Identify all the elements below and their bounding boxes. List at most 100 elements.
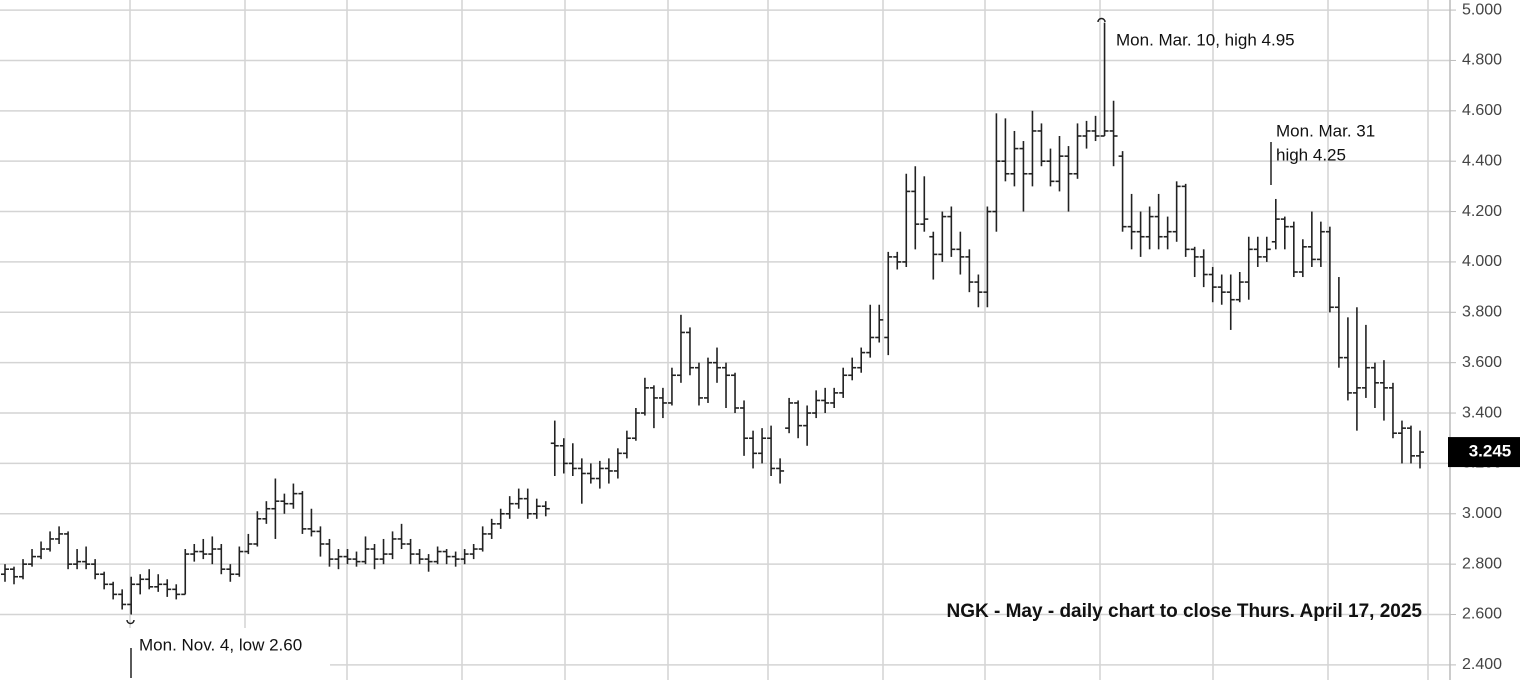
ohlc-bar: [496, 508, 505, 529]
ohlc-bar: [1001, 118, 1010, 182]
ohlc-bar: [1136, 211, 1145, 257]
ohlc-bar: [839, 367, 848, 398]
ohlc-bar: [505, 496, 514, 519]
ohlc-bar: [1379, 360, 1388, 421]
ohlc-bar: [929, 231, 938, 280]
ohlc-bar: [1181, 183, 1190, 257]
ohlc-bar: [1037, 123, 1046, 167]
y-tick-label: 4.800: [1462, 52, 1502, 69]
annotation: Mon. Mar. 10, high 4.95: [1116, 30, 1295, 49]
y-tick-label: 2.400: [1462, 656, 1502, 673]
ohlc-bar: [875, 304, 884, 343]
ohlc-bar: [622, 430, 631, 459]
ohlc-bar: [694, 362, 703, 406]
ohlc-bar: [1271, 198, 1280, 250]
ohlc-bar: [1298, 239, 1307, 278]
ohlc-bar: [749, 430, 758, 469]
ohlc-bar: [595, 460, 604, 489]
ohlc-bar: [361, 536, 370, 565]
ohlc-bar: [1100, 22, 1109, 137]
ohlc-bar: [541, 501, 550, 517]
ohlc-bar: [352, 551, 361, 567]
ohlc-bar: [1190, 246, 1199, 278]
ohlc-bar: [938, 211, 947, 262]
y-axis: 2.4002.6002.8003.0003.2003.4003.6003.800…: [1450, 1, 1502, 673]
ohlc-bar: [172, 584, 181, 600]
ohlc-bar: [830, 387, 839, 408]
ohlc-bar: [190, 544, 199, 562]
ohlc-bar: [1416, 430, 1424, 469]
y-tick-label: 3.800: [1462, 304, 1502, 321]
ohlc-bar: [794, 400, 803, 439]
ohlc-bar: [902, 173, 911, 267]
ohlc-bar: [523, 488, 532, 519]
y-tick-label: 3.400: [1462, 404, 1502, 421]
ohlc-bar: [1, 564, 9, 582]
ohlc-bar: [956, 231, 965, 275]
ohlc-bar: [154, 574, 163, 592]
ohlc-bar: [785, 397, 794, 434]
ohlc-bar: [848, 357, 857, 381]
ohlc-bar: [1352, 307, 1361, 431]
ohlc-bar: [1019, 141, 1028, 212]
ohlc-bar: [1199, 249, 1208, 288]
ohlc-bar: [1064, 146, 1073, 212]
ohlc-bar: [388, 531, 397, 560]
ohlc-bar: [343, 549, 352, 565]
ohlc-bar: [64, 531, 73, 570]
ohlc-bar: [478, 526, 487, 552]
ohlc-bar: [992, 113, 1001, 232]
ohlc-bar: [1145, 206, 1154, 250]
y-tick-label: 4.600: [1462, 102, 1502, 119]
ohlc-bar: [740, 400, 749, 456]
ohlc-bar: [406, 538, 415, 565]
ohlc-bar: [118, 589, 127, 610]
ohlc-bar: [758, 428, 767, 464]
ohlc-bar: [442, 549, 451, 565]
ohlc-bar: [163, 579, 172, 597]
ohlc-bar: [1082, 120, 1091, 149]
ohlc-bar: [19, 559, 28, 580]
ohlc-bar: [767, 425, 776, 476]
ohlc-bar: [415, 549, 424, 565]
ohlc-bar: [253, 511, 262, 547]
ohlc-bar: [649, 385, 658, 429]
ohlc-bar: [91, 559, 100, 580]
ohlc-bar: [145, 569, 154, 590]
ohlc-bar: [667, 367, 676, 406]
ohlc-bar: [866, 304, 875, 358]
annotation: high 4.25: [1276, 145, 1346, 164]
ohlc-bar: [181, 549, 190, 596]
ohlc-bar: [262, 501, 271, 524]
ohlc-bar: [37, 541, 46, 560]
ohlc-bar: [947, 206, 956, 257]
ohlc-bar: [1262, 236, 1271, 262]
ohlc-bar: [722, 362, 731, 408]
ohlc-bar: [487, 518, 496, 539]
ohlc-bar: [713, 347, 722, 383]
ohlc-bar: [1172, 181, 1181, 242]
ohlc-bar: [226, 564, 235, 582]
ohlc-bar: [397, 523, 406, 550]
ohlc-bar: [1091, 115, 1100, 142]
ohlc-bar: [451, 551, 460, 567]
ohlc-bar: [1388, 382, 1397, 439]
y-tick-label: 3.600: [1462, 354, 1502, 371]
ohlc-bar: [199, 538, 208, 560]
ohlc-bar: [460, 549, 469, 565]
ohlc-bar: [280, 493, 289, 514]
bars: [1, 22, 1424, 615]
ohlc-bar: [109, 581, 118, 600]
ohlc-bar: [1334, 277, 1343, 368]
ohlc-bar: [812, 390, 821, 419]
ohlc-bar: [1406, 425, 1415, 464]
ohlc-bar: [1127, 193, 1136, 250]
y-tick-label: 4.200: [1462, 203, 1502, 220]
ohlc-bar: [10, 566, 19, 585]
ohlc-bar: [136, 574, 145, 595]
ohlc-bar: [1154, 193, 1163, 250]
ohlc-bar: [370, 544, 379, 570]
y-tick-label: 3.000: [1462, 505, 1502, 522]
ohlc-bar: [965, 249, 974, 293]
ohlc-bar: [127, 576, 136, 615]
